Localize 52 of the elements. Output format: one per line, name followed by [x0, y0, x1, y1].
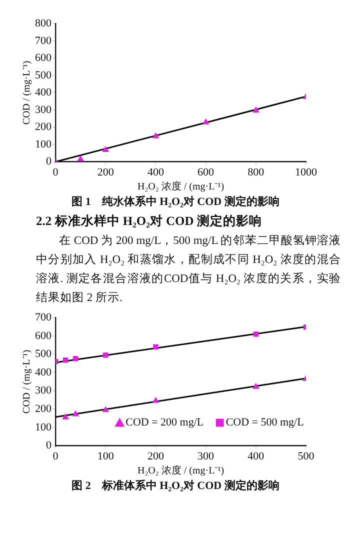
x-axis-title: H₂O₂ 浓度 / (mg·L⁻¹) — [137, 464, 224, 477]
point — [252, 383, 259, 389]
x-tick-label: 400 — [147, 166, 164, 178]
y-tick-label: 300 — [35, 384, 52, 397]
x-tick-label: 200 — [147, 450, 164, 462]
y-tick-label: 0 — [46, 156, 52, 168]
y-tick-label: 500 — [35, 69, 52, 82]
y-axis-title: COD / (mg·L⁻¹) — [22, 60, 33, 125]
text: 图 2 标准体系中 H₂O₂对 COD 测定的影响 — [70, 478, 280, 493]
y-tick-label: 400 — [35, 366, 52, 378]
y-tick-label: 300 — [35, 104, 52, 116]
y-tick-label: 500 — [35, 348, 52, 360]
point — [62, 414, 69, 420]
y-tick-label: 700 — [35, 311, 52, 324]
y-tick-label: 700 — [35, 34, 52, 47]
y-tick-label: 0 — [46, 440, 52, 452]
point — [152, 397, 159, 403]
point — [252, 106, 259, 112]
y-tick-label: 200 — [35, 121, 52, 134]
x-axis-title: H₂O₂ 浓度 / (mg·L⁻¹) — [137, 180, 224, 193]
x-tick-label: 600 — [198, 166, 215, 178]
y-tick-label: 100 — [35, 138, 52, 150]
point — [102, 406, 109, 412]
y-tick-label: 400 — [35, 86, 52, 99]
y-tick-label: 800 — [35, 17, 52, 30]
point — [102, 146, 109, 152]
x-tick-label: 500 — [298, 450, 315, 462]
y-axis-title: COD / (mg·L⁻¹) — [22, 350, 33, 414]
x-tick-label: 300 — [198, 450, 215, 462]
x-tick-label: 800 — [248, 166, 265, 178]
text: 2.2 标准水样中 H₂O₂对 COD 测定的影响 — [36, 213, 263, 230]
point — [72, 356, 78, 362]
point — [102, 352, 108, 358]
y-tick-label: 100 — [35, 421, 52, 434]
legend-label: COD = 200 mg/L — [126, 416, 204, 429]
y-tick-label: 200 — [35, 403, 52, 416]
x-tick-label: 400 — [248, 450, 265, 462]
text: 图 1 纯水体系中 H₂O₂对 COD 测定的影响 — [70, 194, 280, 209]
legend-label: COD = 500 mg/L — [226, 416, 304, 429]
point — [152, 132, 159, 138]
y-tick-label: 600 — [35, 330, 52, 342]
x-tick-label: 100 — [97, 450, 114, 462]
x-tick-label: 1000 — [295, 166, 318, 178]
point — [77, 156, 84, 162]
text: 在 COD 为 200 mg/L，500 mg/L 的邻苯二甲酸氢钾溶液中分别加入 H₂O₂ 和蒸馏水，配制成不同 H₂O₂ 浓度的混合溶液. 测定各混合溶液的COD值与 H₂O₂ 浓度的关系，实验结果如图 2 所示. — [36, 233, 341, 306]
y-tick-label: 600 — [35, 52, 52, 64]
point — [72, 410, 79, 416]
point — [153, 344, 158, 350]
x-tick-label: 200 — [97, 166, 114, 178]
point — [202, 118, 209, 124]
point — [253, 331, 259, 337]
point — [62, 357, 68, 363]
